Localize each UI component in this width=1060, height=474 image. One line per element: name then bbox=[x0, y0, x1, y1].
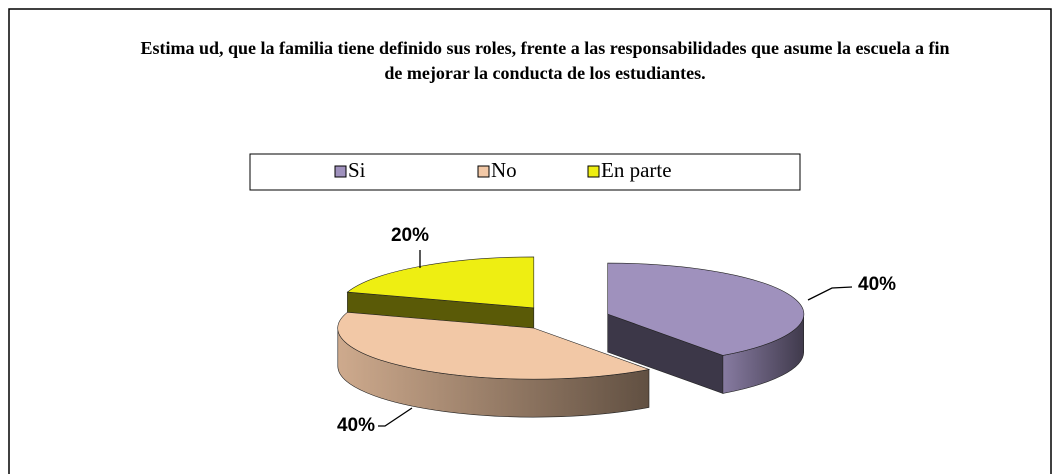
legend-label: No bbox=[491, 158, 517, 182]
legend-swatch bbox=[334, 165, 347, 178]
leader-line bbox=[378, 407, 413, 427]
legend-label: En parte bbox=[601, 158, 672, 182]
slice bbox=[607, 262, 805, 356]
slice bbox=[337, 311, 651, 380]
legend-label: Si bbox=[348, 158, 366, 182]
legend-box bbox=[249, 153, 801, 191]
leader-line bbox=[807, 286, 853, 301]
slice bbox=[346, 256, 535, 309]
data-label: 40% bbox=[858, 274, 896, 295]
legend-swatch bbox=[587, 165, 600, 178]
legend-swatch bbox=[477, 165, 490, 178]
title-box: Estima ud, que la familia tiene definido… bbox=[140, 38, 950, 83]
data-label: 20% bbox=[391, 225, 429, 246]
data-label: 40% bbox=[337, 415, 375, 436]
chart-title: Estima ud, que la familia tiene definido… bbox=[140, 38, 950, 83]
